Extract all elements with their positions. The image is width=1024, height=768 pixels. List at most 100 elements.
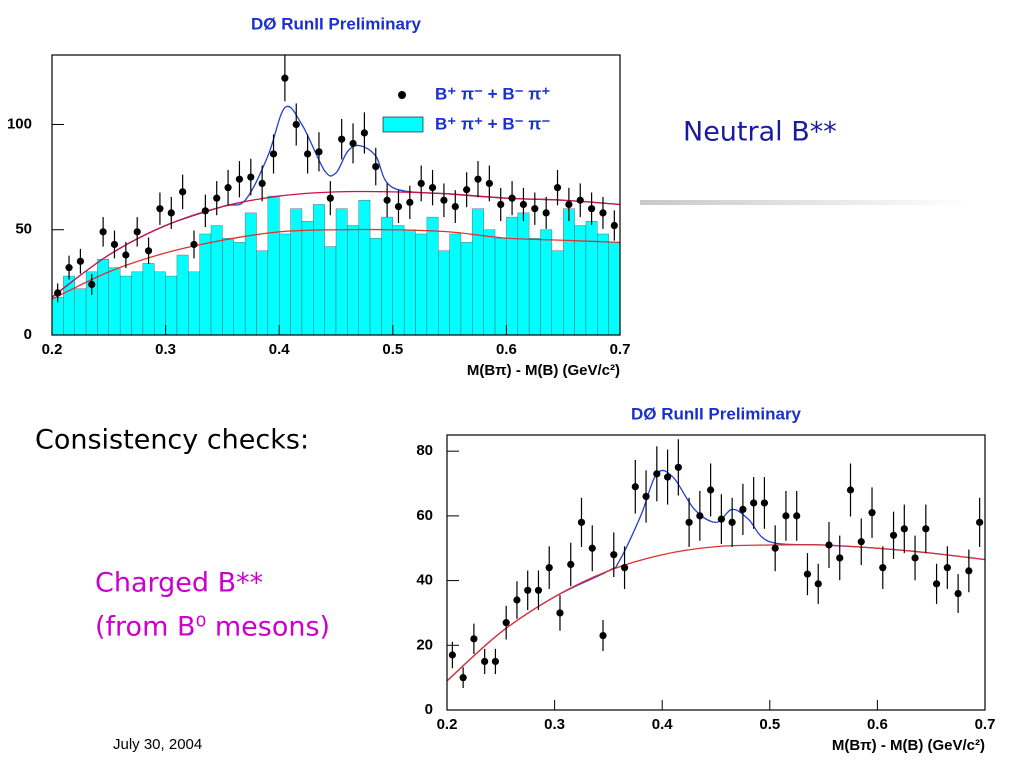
- histogram-bar: [256, 250, 269, 336]
- data-point: [76, 257, 84, 265]
- histogram-bar: [74, 288, 87, 336]
- y-tick-label: 60: [416, 507, 433, 524]
- data-point: [451, 202, 459, 211]
- histogram-bar: [574, 225, 587, 336]
- histogram-bar: [483, 229, 496, 336]
- data-point: [932, 580, 941, 588]
- histogram-bar: [460, 242, 473, 336]
- data-point: [542, 209, 550, 217]
- data-point: [508, 194, 516, 202]
- subheading: Consistency checks:: [35, 425, 309, 456]
- histogram-bar: [540, 229, 553, 336]
- data-point: [315, 148, 323, 156]
- data-point: [88, 280, 96, 289]
- histogram-bar: [267, 195, 280, 336]
- data-point: [685, 518, 693, 526]
- data-point: [531, 205, 539, 213]
- histogram-bar: [324, 246, 337, 336]
- histogram-bar: [528, 237, 541, 336]
- data-point: [360, 129, 368, 137]
- plot-frame: [446, 434, 986, 711]
- data-point: [588, 544, 596, 552]
- histogram-bar: [608, 242, 621, 336]
- data-point: [383, 196, 391, 204]
- data-point: [943, 564, 951, 572]
- data-point: [717, 515, 725, 523]
- x-axis-label: M(Bπ) - M(B) (GeV/c²): [832, 737, 985, 754]
- histogram-bar: [403, 229, 416, 336]
- divider: [640, 200, 970, 205]
- data-point: [663, 473, 672, 481]
- data-point: [825, 541, 833, 549]
- data-point: [463, 186, 471, 194]
- data-point: [481, 657, 489, 666]
- y-tick-label: 80: [416, 442, 433, 459]
- x-axis-label: M(Bπ) - M(B) (GeV/c²): [467, 362, 620, 379]
- data-point: [167, 209, 175, 217]
- data-point: [269, 150, 278, 158]
- legend-swatch: [382, 116, 424, 133]
- histogram-bar: [290, 208, 303, 336]
- histogram-bar: [551, 250, 564, 336]
- data-point: [224, 184, 232, 192]
- data-point: [889, 531, 898, 539]
- fit-curve: [51, 190, 621, 298]
- histogram-bar: [347, 225, 359, 336]
- data-point: [349, 139, 357, 148]
- data-point: [440, 196, 448, 204]
- data-point: [406, 198, 414, 206]
- y-tick-label: 50: [15, 221, 32, 238]
- data-point: [54, 289, 62, 297]
- data-point: [631, 483, 639, 491]
- data-point: [674, 463, 682, 471]
- histogram-bar: [222, 237, 234, 336]
- data-point: [565, 200, 573, 209]
- histogram-bar: [472, 208, 484, 336]
- data-point: [900, 525, 908, 533]
- x-tick-label: 0.5: [382, 341, 403, 358]
- data-point: [782, 512, 790, 520]
- data-point: [326, 194, 334, 202]
- data-point: [803, 570, 812, 578]
- data-point: [519, 200, 528, 209]
- data-point: [653, 470, 661, 478]
- data-point: [793, 512, 801, 520]
- fit-curve: [446, 544, 986, 682]
- data-point: [976, 518, 984, 526]
- data-point: [281, 74, 289, 82]
- data-point: [470, 635, 478, 643]
- histogram-bar: [517, 212, 530, 336]
- data-point: [620, 564, 629, 572]
- data-point: [502, 619, 510, 627]
- histogram-bar: [585, 221, 598, 336]
- data-point: [556, 609, 564, 617]
- data-point: [814, 580, 822, 588]
- x-tick-label: 0.6: [496, 341, 517, 358]
- histogram-bar: [233, 242, 246, 336]
- legend-label: B⁺ π⁻ + B⁻ π⁺: [435, 84, 550, 103]
- data-point: [179, 188, 187, 196]
- data-point: [545, 564, 553, 572]
- data-point: [524, 586, 532, 594]
- data-point: [213, 194, 221, 202]
- data-point: [728, 518, 736, 526]
- y-tick-label: 100: [7, 115, 32, 132]
- histogram-bar: [279, 233, 291, 336]
- data-point: [577, 518, 586, 526]
- data-point: [553, 184, 562, 192]
- data-point: [534, 586, 543, 594]
- data-point: [372, 162, 380, 171]
- data-point: [122, 251, 130, 259]
- data-point: [739, 505, 747, 514]
- label-line: Charged B**: [95, 568, 263, 599]
- x-tick-label: 0.2: [42, 341, 63, 358]
- histogram-bar: [119, 275, 132, 336]
- histogram-bar: [97, 259, 110, 336]
- legend-label: B⁺ π⁺ + B⁻ π⁻: [435, 114, 550, 133]
- data-point: [696, 512, 704, 520]
- x-tick-label: 0.7: [975, 716, 996, 733]
- data-point: [201, 207, 209, 215]
- histogram-bar: [563, 208, 575, 336]
- x-tick-label: 0.3: [155, 341, 176, 358]
